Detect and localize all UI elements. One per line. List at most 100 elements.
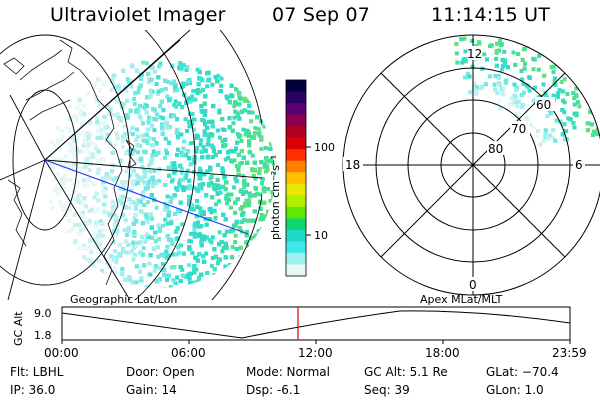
- emission-pixel: [144, 284, 149, 288]
- emission-pixel: [72, 212, 77, 217]
- emission-pixel: [149, 235, 154, 240]
- emission-pixel: [113, 222, 117, 227]
- emission-pixel: [203, 148, 208, 153]
- emission-pixel: [68, 129, 73, 134]
- emission-pixel: [83, 134, 88, 138]
- emission-pixel: [141, 195, 146, 200]
- emission-pixel: [134, 138, 139, 143]
- emission-pixel: [97, 77, 102, 82]
- emission-pixel: [147, 115, 152, 120]
- emission-pixel: [162, 287, 167, 288]
- aurora-emission-pixels: [47, 60, 275, 288]
- emission-pixel: [223, 157, 228, 162]
- emission-pixel: [147, 261, 152, 266]
- auroral-image-left: [47, 60, 275, 288]
- emission-pixel: [187, 276, 192, 281]
- emission-pixel: [80, 113, 85, 118]
- emission-pixel: [242, 108, 247, 113]
- emission-pixel: [55, 158, 60, 163]
- emission-pixel: [207, 217, 212, 221]
- emission-pixel: [85, 145, 89, 150]
- emission-pixel: [60, 186, 65, 191]
- emission-pixel: [220, 167, 225, 172]
- emission-pixel: [95, 135, 100, 140]
- emission-pixel: [160, 223, 165, 228]
- emission-pixel: [96, 149, 101, 154]
- emission-pixel: [163, 136, 168, 141]
- emission-pixel: [197, 183, 202, 188]
- emission-pixel: [236, 114, 240, 119]
- emission-pixel: [82, 130, 87, 135]
- emission-pixel: [209, 263, 214, 268]
- emission-pixel: [196, 82, 201, 87]
- emission-pixel: [271, 162, 275, 166]
- emission-pixel: [197, 275, 201, 280]
- emission-pixel: [129, 200, 134, 205]
- emission-pixel: [132, 102, 137, 106]
- emission-pixel: [165, 194, 170, 199]
- emission-pixel: [95, 158, 100, 163]
- emission-pixel: [144, 104, 149, 109]
- emission-pixel: [83, 140, 88, 145]
- emission-pixel: [89, 250, 94, 254]
- emission-pixel: [212, 267, 217, 272]
- emission-pixel: [187, 194, 192, 199]
- emission-pixel: [212, 247, 217, 252]
- emission-pixel: [244, 128, 249, 133]
- emission-pixel: [212, 208, 217, 213]
- emission-pixel: [192, 232, 197, 236]
- emission-pixel: [213, 75, 218, 79]
- emission-pixel: [200, 118, 205, 122]
- emission-pixel: [102, 227, 107, 232]
- emission-pixel: [217, 242, 222, 247]
- emission-pixel: [175, 226, 180, 231]
- emission-pixel: [52, 156, 56, 161]
- emission-pixel: [145, 219, 150, 224]
- emission-pixel: [124, 232, 129, 237]
- emission-pixel: [223, 268, 228, 273]
- emission-pixel: [93, 210, 98, 214]
- emission-pixel: [225, 201, 230, 206]
- emission-pixel: [176, 135, 181, 140]
- emission-pixel: [104, 172, 109, 177]
- emission-pixel: [121, 144, 125, 149]
- emission-pixel: [248, 194, 253, 199]
- emission-pixel: [165, 277, 169, 282]
- emission-pixel: [205, 71, 210, 76]
- emission-pixel: [126, 242, 131, 247]
- emission-pixel: [167, 173, 172, 178]
- emission-pixel: [63, 177, 68, 182]
- emission-pixel: [141, 121, 145, 126]
- emission-pixel: [166, 80, 171, 85]
- emission-pixel: [167, 210, 172, 215]
- emission-pixel: [204, 235, 209, 240]
- emission-pixel: [259, 135, 264, 140]
- emission-pixel: [140, 176, 145, 181]
- emission-pixel: [114, 176, 119, 180]
- emission-pixel: [150, 153, 155, 158]
- emission-pixel: [184, 67, 189, 72]
- emission-pixel: [121, 247, 126, 252]
- emission-pixel: [71, 165, 76, 169]
- emission-pixel: [163, 207, 168, 212]
- emission-pixel: [118, 158, 123, 163]
- emission-pixel: [191, 89, 196, 93]
- emission-pixel: [206, 120, 211, 124]
- emission-pixel: [154, 141, 159, 146]
- emission-pixel: [178, 200, 183, 205]
- emission-pixel: [109, 211, 113, 216]
- emission-pixel: [170, 161, 174, 166]
- emission-pixel: [257, 171, 262, 175]
- emission-pixel: [141, 60, 146, 65]
- emission-pixel: [198, 166, 202, 171]
- emission-pixel: [138, 199, 143, 204]
- emission-pixel: [148, 88, 153, 93]
- emission-pixel: [85, 131, 90, 136]
- emission-pixel: [133, 91, 138, 96]
- emission-pixel: [149, 77, 154, 82]
- emission-pixel: [202, 234, 207, 239]
- emission-pixel: [234, 247, 239, 251]
- emission-pixel: [172, 170, 177, 175]
- emission-pixel: [149, 160, 154, 165]
- emission-pixel: [239, 138, 244, 143]
